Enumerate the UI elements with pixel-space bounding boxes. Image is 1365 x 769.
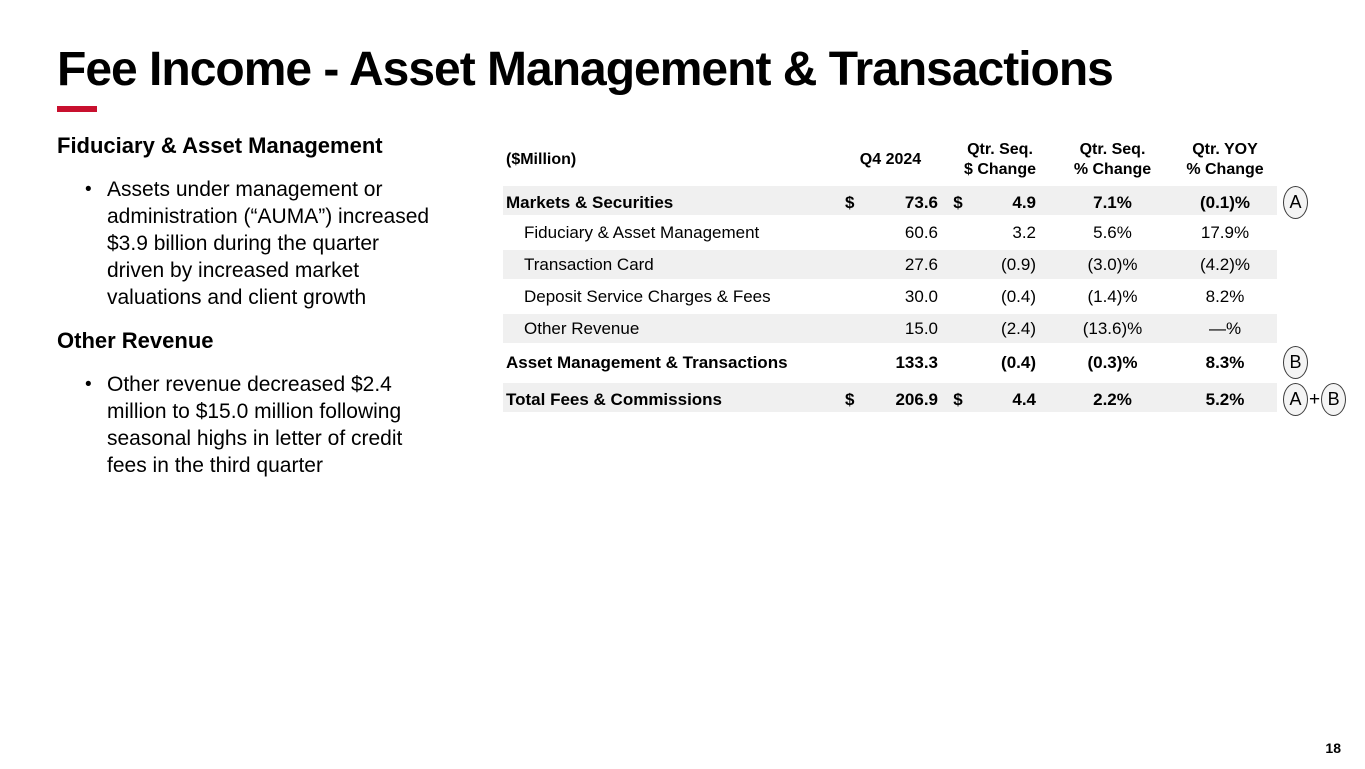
badge-b: B <box>1321 383 1347 416</box>
column-header-q4-2024: Q4 2024 <box>859 151 922 168</box>
column-header-unit: ($Million) <box>506 151 577 168</box>
section-fiduciary-asset-management: Fiduciary & Asset Management • Assets un… <box>57 133 452 311</box>
table-row-asset-management-transactions: Asset Management & Transactions 133.3 (0… <box>503 346 1365 379</box>
section-other-revenue: Other Revenue • Other revenue decreased … <box>57 328 452 479</box>
table-row-total-fees-commissions: Total Fees & Commissions $ 206.9 $ 4.4 2… <box>503 383 1365 416</box>
table-row-other-revenue: Other Revenue 15.0 (2.4) (13.6)% —% <box>503 314 1365 343</box>
table-header-row: ($Million) Q4 2024 Qtr. Seq. $ Change Qt… <box>503 137 1365 183</box>
badge-a: A <box>1283 186 1308 219</box>
badge-a: A <box>1283 383 1308 416</box>
page-title: Fee Income - Asset Management & Transact… <box>57 43 1114 96</box>
bullet-icon: • <box>85 374 92 395</box>
plus-sign: + <box>1309 388 1321 410</box>
table-row-deposit-service-charges-fees: Deposit Service Charges & Fees 30.0 (0.4… <box>524 286 1245 306</box>
badge-cell: A + B <box>1277 383 1365 416</box>
list-item: • Other revenue decreased $2.4 million t… <box>85 371 452 479</box>
section-heading: Fiduciary & Asset Management <box>57 133 383 158</box>
column-header-qtr-seq-pct-change: Qtr. Seq. % Change <box>1073 141 1152 178</box>
bullet-icon: • <box>85 179 92 200</box>
badge-cell: A <box>1277 186 1365 219</box>
table-row-markets-securities: Markets & Securities $ 73.6 $ 4.9 7.1% (… <box>503 186 1365 219</box>
commentary-panel: Fiduciary & Asset Management • Assets un… <box>57 133 452 496</box>
bullet-list: • Other revenue decreased $2.4 million t… <box>57 371 452 479</box>
bullet-text: Assets under management or administratio… <box>107 178 430 309</box>
column-header-qtr-seq-dollar-change: Qtr. Seq. $ Change <box>963 141 1036 178</box>
bullet-list: • Assets under management or administrat… <box>57 176 452 311</box>
table-row-fiduciary-asset-management: Fiduciary & Asset Management 60.6 3.2 5.… <box>524 222 1250 242</box>
title-accent-bar <box>57 106 97 112</box>
list-item: • Assets under management or administrat… <box>85 176 452 311</box>
bullet-text: Other revenue decreased $2.4 million to … <box>107 373 403 477</box>
column-header-qtr-yoy-pct-change: Qtr. YOY % Change <box>1186 141 1264 178</box>
badge-b: B <box>1283 346 1308 379</box>
fee-income-table: ($Million) Q4 2024 Qtr. Seq. $ Change Qt… <box>503 137 1365 416</box>
badge-cell: B <box>1277 346 1365 379</box>
table-row-transaction-card: Transaction Card 27.6 (0.9) (3.0)% (4.2)… <box>503 250 1365 279</box>
page-number: 18 <box>1325 740 1341 756</box>
section-heading: Other Revenue <box>57 328 214 353</box>
